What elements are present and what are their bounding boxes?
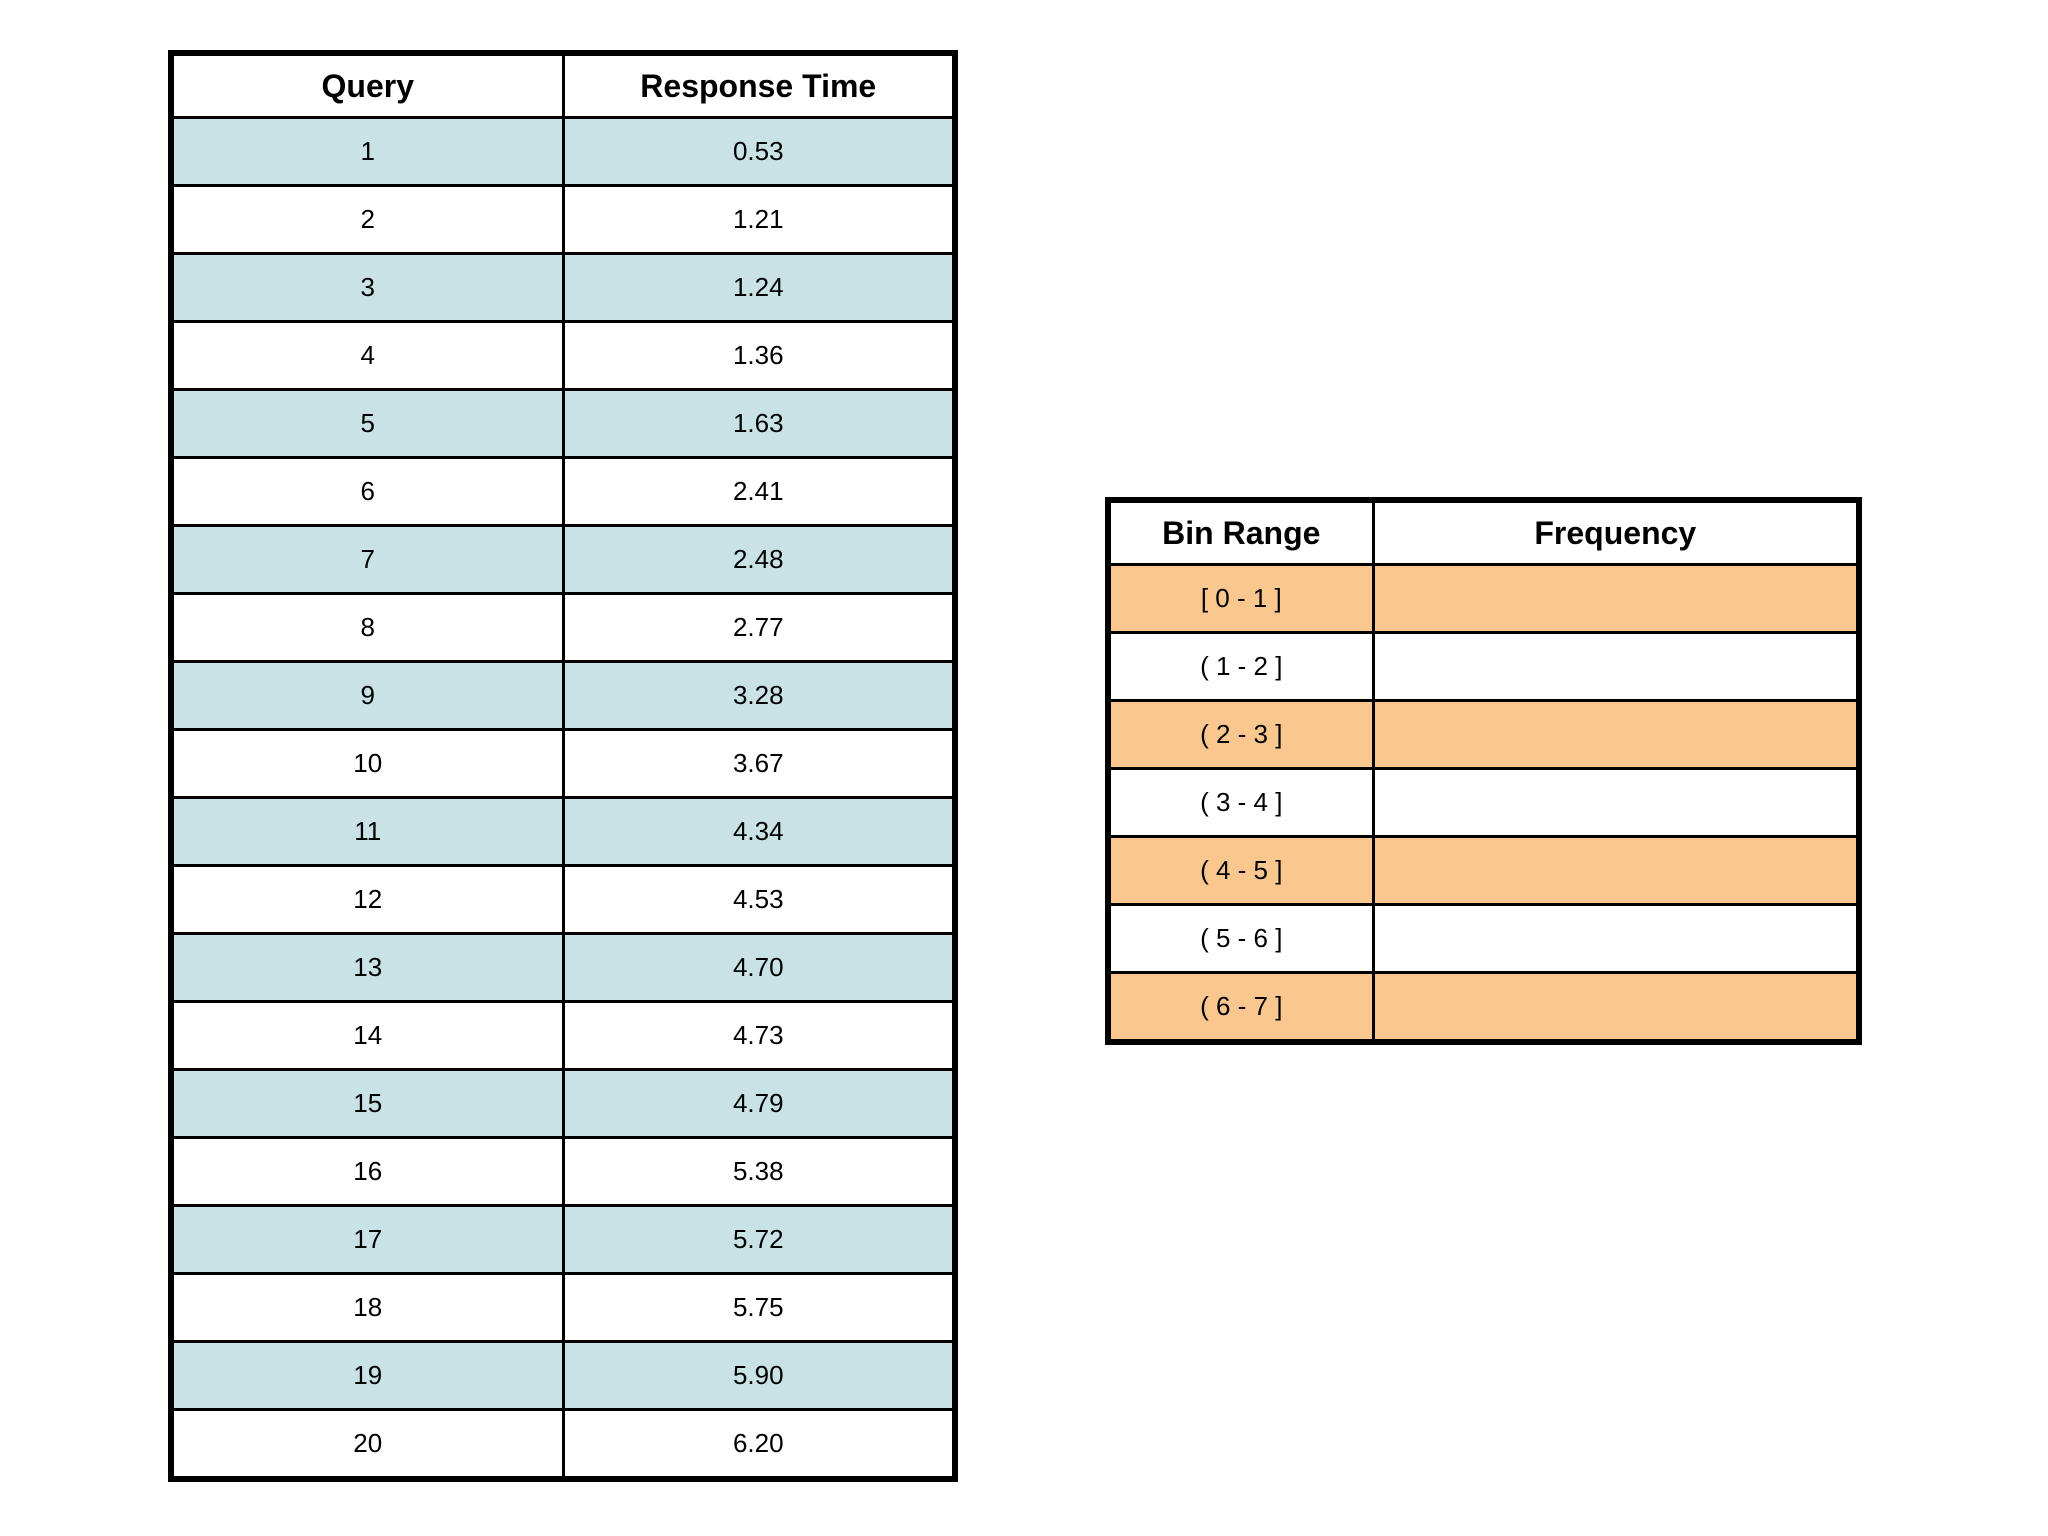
table-row: ( 3 - 4 ]	[1106, 767, 1861, 838]
response-time-cell: 2.41	[561, 456, 957, 527]
bin-frequency-table: Bin Range Frequency [ 0 - 1 ] ( 1 - 2 ] …	[1105, 497, 1862, 1045]
table-row: 20 6.20	[169, 1408, 957, 1481]
response-time-cell: 2.48	[561, 524, 957, 595]
response-time-cell: 5.75	[561, 1272, 957, 1343]
response-time-cell: 1.24	[561, 252, 957, 323]
frequency-cell-empty	[1371, 631, 1861, 702]
bin-range-cell: ( 4 - 5 ]	[1106, 835, 1375, 906]
bin-range-cell: ( 1 - 2 ]	[1106, 631, 1375, 702]
table-header-row: Bin Range Frequency	[1106, 498, 1861, 566]
table-row: ( 4 - 5 ]	[1106, 835, 1861, 906]
query-cell: 14	[169, 1000, 565, 1071]
bin-range-cell: ( 5 - 6 ]	[1106, 903, 1375, 974]
query-cell: 6	[169, 456, 565, 527]
query-cell: 1	[169, 116, 565, 187]
bin-range-column-header: Bin Range	[1106, 498, 1375, 566]
table-row: ( 1 - 2 ]	[1106, 631, 1861, 702]
table-row: 12 4.53	[169, 864, 957, 935]
response-time-cell: 0.53	[561, 116, 957, 187]
query-cell: 9	[169, 660, 565, 731]
response-time-cell: 5.38	[561, 1136, 957, 1207]
response-time-cell: 1.21	[561, 184, 957, 255]
query-column-header: Query	[169, 51, 565, 119]
table-row: ( 2 - 3 ]	[1106, 699, 1861, 770]
response-time-cell: 2.77	[561, 592, 957, 663]
table-row: 14 4.73	[169, 1000, 957, 1071]
response-time-cell: 4.73	[561, 1000, 957, 1071]
table-row: 17 5.72	[169, 1204, 957, 1275]
query-cell: 4	[169, 320, 565, 391]
bin-range-cell: ( 6 - 7 ]	[1106, 971, 1375, 1044]
table-row: 10 3.67	[169, 728, 957, 799]
frequency-cell-empty	[1371, 903, 1861, 974]
response-time-cell: 3.67	[561, 728, 957, 799]
bin-range-cell: ( 2 - 3 ]	[1106, 699, 1375, 770]
frequency-cell-empty	[1371, 563, 1861, 634]
bin-range-cell: [ 0 - 1 ]	[1106, 563, 1375, 634]
query-cell: 19	[169, 1340, 565, 1411]
table-row: 2 1.21	[169, 184, 957, 255]
response-time-cell: 5.72	[561, 1204, 957, 1275]
query-cell: 8	[169, 592, 565, 663]
table-row: 1 0.53	[169, 116, 957, 187]
bin-range-cell: ( 3 - 4 ]	[1106, 767, 1375, 838]
table-row: 9 3.28	[169, 660, 957, 731]
query-response-table: Query Response Time 1 0.53 2 1.21 3 1.24…	[168, 50, 958, 1482]
query-cell: 18	[169, 1272, 565, 1343]
table-row: ( 6 - 7 ]	[1106, 971, 1861, 1044]
frequency-cell-empty	[1371, 835, 1861, 906]
query-cell: 13	[169, 932, 565, 1003]
table-row: [ 0 - 1 ]	[1106, 563, 1861, 634]
table-row: 16 5.38	[169, 1136, 957, 1207]
table-row: ( 5 - 6 ]	[1106, 903, 1861, 974]
response-time-column-header: Response Time	[561, 51, 957, 119]
frequency-cell-empty	[1371, 971, 1861, 1044]
query-cell: 12	[169, 864, 565, 935]
query-cell: 2	[169, 184, 565, 255]
table-row: 4 1.36	[169, 320, 957, 391]
response-time-cell: 1.63	[561, 388, 957, 459]
query-cell: 7	[169, 524, 565, 595]
query-cell: 16	[169, 1136, 565, 1207]
table-row: 3 1.24	[169, 252, 957, 323]
query-cell: 5	[169, 388, 565, 459]
query-cell: 17	[169, 1204, 565, 1275]
response-time-cell: 1.36	[561, 320, 957, 391]
table-row: 7 2.48	[169, 524, 957, 595]
response-time-cell: 6.20	[561, 1408, 957, 1481]
table-header-row: Query Response Time	[169, 51, 957, 119]
query-cell: 20	[169, 1408, 565, 1481]
table-row: 11 4.34	[169, 796, 957, 867]
table-row: 5 1.63	[169, 388, 957, 459]
response-time-cell: 5.90	[561, 1340, 957, 1411]
query-cell: 10	[169, 728, 565, 799]
frequency-cell-empty	[1371, 767, 1861, 838]
frequency-cell-empty	[1371, 699, 1861, 770]
table-row: 19 5.90	[169, 1340, 957, 1411]
response-time-cell: 4.53	[561, 864, 957, 935]
response-time-cell: 4.34	[561, 796, 957, 867]
table-row: 13 4.70	[169, 932, 957, 1003]
response-time-cell: 4.70	[561, 932, 957, 1003]
response-time-cell: 4.79	[561, 1068, 957, 1139]
table-row: 18 5.75	[169, 1272, 957, 1343]
query-cell: 15	[169, 1068, 565, 1139]
query-cell: 11	[169, 796, 565, 867]
table-row: 8 2.77	[169, 592, 957, 663]
table-row: 15 4.79	[169, 1068, 957, 1139]
frequency-column-header: Frequency	[1371, 498, 1861, 566]
table-row: 6 2.41	[169, 456, 957, 527]
query-cell: 3	[169, 252, 565, 323]
response-time-cell: 3.28	[561, 660, 957, 731]
